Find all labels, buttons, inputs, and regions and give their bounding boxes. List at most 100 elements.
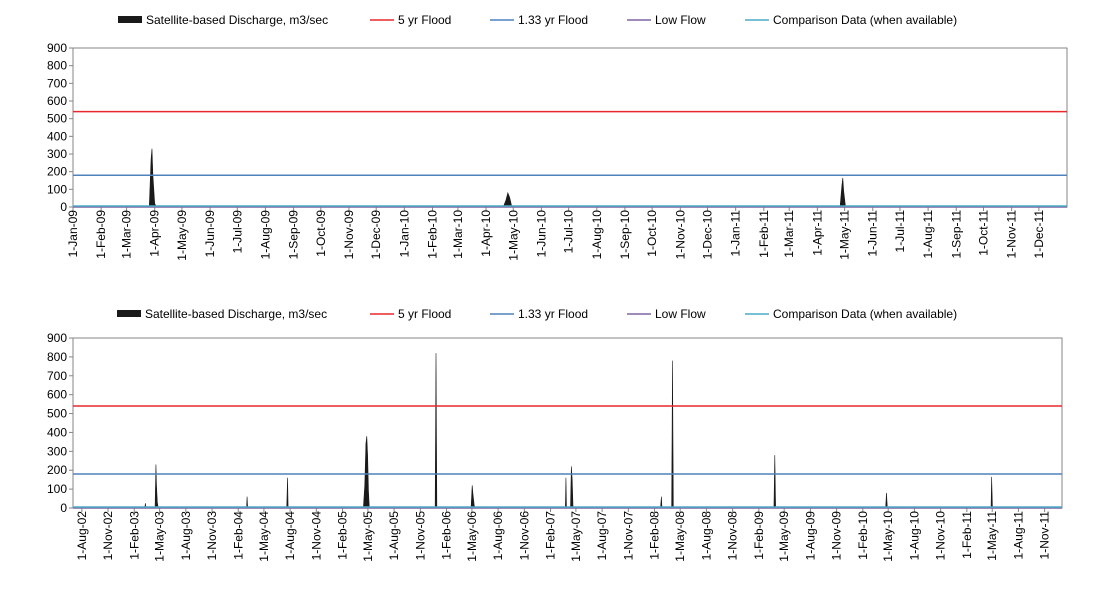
x-tick-label: 1-Apr-09 [148,210,162,257]
x-tick-label: 1-Jul-09 [230,210,244,254]
x-tick-label: 1-Nov-11 [1005,210,1019,259]
x-tick-label: 1-Dec-10 [701,210,715,260]
x-tick-label: 1-May-09 [777,511,791,562]
legend-label: 5 yr Flood [398,307,451,321]
x-tick-label: 1-Sep-10 [618,210,632,260]
x-tick-label: 1-Nov-02 [101,511,115,561]
x-tick-label: 1-Apr-11 [810,210,824,256]
x-tick-label: 1-Mar-10 [451,210,465,259]
legend-swatch-discharge [118,16,142,23]
x-tick-label: 1-May-09 [175,210,189,261]
x-tick-label: 1-Feb-10 [425,210,439,259]
legend-label: Satellite-based Discharge, m3/sec [145,307,327,321]
x-tick-label: 1-May-08 [673,511,687,562]
discharge-area [73,353,1062,509]
x-tick-label: 1-Feb-09 [94,210,108,259]
x-tick-label: 1-Dec-11 [1032,210,1046,259]
legend-label: 5 yr Flood [398,13,451,27]
y-tick-label: 800 [47,59,67,73]
x-tick-label: 1-May-10 [506,210,520,261]
y-tick-label: 500 [47,407,67,421]
y-tick-label: 400 [47,425,67,439]
x-tick-label: 1-Nov-05 [413,511,427,561]
x-tick-label: 1-Nov-09 [342,210,356,260]
x-tick-label: 1-Oct-10 [645,210,659,257]
x-tick-label: 1-Aug-11 [921,210,935,259]
x-tick-label: 1-Oct-09 [314,210,328,257]
x-tick-label: 1-Sep-09 [287,210,301,260]
x-tick-label: 1-Aug-11 [1011,511,1025,560]
x-tick-label: 1-Aug-09 [258,210,272,260]
y-tick-label: 600 [47,94,67,108]
y-tick-label: 100 [47,482,67,496]
x-tick-label: 1-May-10 [881,511,895,562]
x-tick-label: 1-Aug-04 [283,511,297,561]
x-tick-label: 1-Jun-09 [203,210,217,258]
legend-label: Satellite-based Discharge, m3/sec [146,13,328,27]
x-tick-label: 1-May-07 [569,511,583,562]
legend-label: Low Flow [655,307,706,321]
x-tick-label: 1-May-11 [838,210,852,260]
x-tick-label: 1-Feb-10 [856,511,870,560]
x-tick-label: 1-Oct-11 [976,210,990,256]
y-tick-label: 400 [47,129,67,143]
x-tick-label: 1-Feb-09 [752,511,766,560]
x-tick-label: 1-Feb-11 [757,210,771,258]
x-tick-label: 1-Nov-06 [517,511,531,561]
x-tick-label: 1-Nov-07 [621,511,635,561]
x-tick-label: 1-Nov-11 [1038,511,1052,560]
x-tick-label: 1-Mar-09 [120,210,134,259]
x-tick-label: 1-Aug-02 [75,511,89,561]
y-tick-label: 800 [47,350,67,364]
y-tick-label: 300 [47,147,67,161]
y-tick-label: 900 [47,331,67,345]
y-tick-label: 600 [47,388,67,402]
x-tick-label: 1-Aug-10 [907,511,921,561]
legend-swatch-discharge [117,310,141,317]
y-tick-label: 300 [47,444,67,458]
x-tick-label: 1-Nov-03 [205,511,219,561]
chart-1: Satellite-based Discharge, m3/sec 5 yr Fl… [47,13,1068,261]
legend-label: 1.33 yr Flood [518,13,588,27]
x-tick-label: 1-Feb-08 [648,511,662,560]
x-tick-label: 1-May-03 [153,511,167,562]
x-tick-label: 1-May-05 [361,511,375,562]
plot-frame [72,337,1063,509]
x-tick-label: 1-Dec-09 [369,210,383,260]
y-tick-label: 500 [47,112,67,126]
legend-label: Low Flow [655,13,706,27]
x-tick-label: 1-Jun-10 [534,210,548,258]
y-tick-label: 100 [47,182,67,196]
y-tick-label: 200 [47,463,67,477]
x-tick-label: 1-Jun-11 [866,210,880,257]
x-tick-label: 1-May-11 [985,511,999,561]
x-tick-label: 1-Feb-06 [440,511,454,560]
x-tick-label: 1-Jan-10 [397,210,411,258]
chart-2: Satellite-based Discharge, m3/sec 5 yr Fl… [47,307,1063,562]
x-tick-label: 1-Jul-10 [562,210,576,254]
x-tick-label: 1-Feb-05 [336,511,350,560]
x-tick-label: 1-Feb-07 [544,511,558,560]
x-tick-label: 1-Jan-09 [66,210,80,258]
discharge-area [73,148,1067,208]
y-tick-label: 700 [47,76,67,90]
x-tick-label: 1-May-06 [465,511,479,562]
x-tick-label: 1-Aug-03 [179,511,193,561]
x-tick-label: 1-Jul-11 [893,210,907,253]
x-tick-label: 1-Nov-04 [309,511,323,561]
x-tick-label: 1-Aug-09 [803,511,817,561]
y-tick-label: 700 [47,369,67,383]
y-tick-label: 200 [47,165,67,179]
x-tick-label: 1-Feb-04 [231,511,245,560]
x-tick-label: 1-Nov-10 [673,210,687,260]
x-tick-label: 1-Feb-11 [960,511,974,559]
x-tick-label: 1-Sep-11 [949,210,963,259]
x-tick-label: 1-Aug-05 [387,511,401,561]
x-tick-label: 1-Aug-08 [699,511,713,561]
x-tick-label: 1-Aug-07 [595,511,609,561]
plot-frame [72,47,1068,208]
y-tick-label: 0 [60,501,67,515]
x-tick-label: 1-Aug-10 [590,210,604,260]
x-tick-label: 1-Mar-11 [782,210,796,258]
